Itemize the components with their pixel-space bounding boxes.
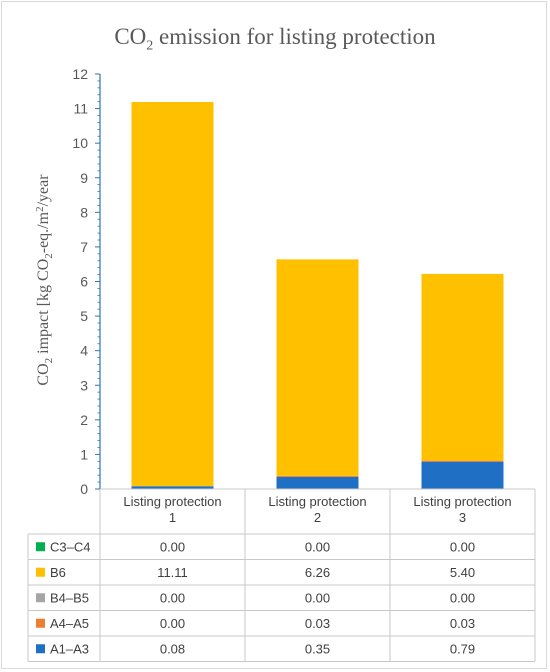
bar-segment	[276, 475, 359, 477]
table-cell-value: 0.79	[450, 641, 475, 656]
table-cell-value: 0.00	[305, 590, 330, 605]
bar-segment	[131, 486, 214, 489]
y-tick-label: 10	[72, 135, 88, 151]
legend-swatch	[36, 567, 45, 577]
chart-title: CO2 emission for listing protection	[114, 24, 436, 54]
bar-segment	[421, 273, 504, 461]
legend-label: B6	[50, 565, 66, 580]
legend-swatch	[36, 542, 45, 552]
table-cell-value: 0.35	[305, 641, 330, 656]
legend-label: A1–A3	[50, 641, 89, 656]
legend-label: C3–C4	[50, 539, 90, 554]
table-cell-value: 11.11	[157, 565, 188, 580]
bar-segment	[276, 259, 359, 476]
table-cell-value: 0.00	[450, 590, 475, 605]
y-tick-label: 12	[72, 66, 88, 82]
y-tick-label: 6	[80, 274, 88, 290]
bars	[131, 102, 504, 489]
table-cell-value: 0.00	[160, 616, 185, 631]
x-category-label: Listing protection	[123, 494, 221, 509]
y-tick-label: 8	[80, 204, 88, 220]
table-cell-value: 0.00	[450, 539, 475, 554]
table-cell-value: 6.26	[305, 565, 330, 580]
bar-segment	[421, 461, 504, 489]
table-cell-value: 0.00	[160, 539, 185, 554]
x-category-label: 2	[314, 510, 321, 525]
y-tick-label: 3	[80, 377, 88, 393]
y-tick-label: 0	[80, 481, 88, 497]
table-cell-value: 5.40	[450, 565, 475, 580]
y-tick-label: 9	[80, 170, 88, 186]
legend-swatch	[36, 618, 45, 628]
y-tick-label: 2	[80, 412, 88, 428]
table-cell-value: 0.00	[305, 539, 330, 554]
legend-label: A4–A5	[50, 616, 89, 631]
y-tick-label: 1	[80, 446, 88, 462]
legend-swatch	[36, 644, 45, 654]
bar-segment	[276, 476, 359, 489]
y-axis-label: CO2 impact [kg CO2-eq./m2/year	[34, 174, 55, 386]
x-category-label: Listing protection	[413, 494, 511, 509]
table-cell-value: 0.08	[160, 641, 185, 656]
y-tick-label: 4	[80, 343, 88, 359]
y-tick-label: 11	[73, 101, 88, 117]
y-tick-label: 5	[80, 308, 88, 324]
table-cell-value: 0.03	[450, 616, 475, 631]
legend-label: B4–B5	[50, 590, 89, 605]
legend-swatch	[36, 593, 45, 603]
bar-segment	[131, 102, 214, 487]
x-category-label: 3	[459, 510, 466, 525]
x-category-label: 1	[169, 510, 176, 525]
y-tick-label: 7	[80, 239, 88, 255]
x-category-label: Listing protection	[268, 494, 366, 509]
table-cell-value: 0.03	[305, 616, 330, 631]
bar-segment	[421, 460, 504, 462]
table-cell-value: 0.00	[160, 590, 185, 605]
